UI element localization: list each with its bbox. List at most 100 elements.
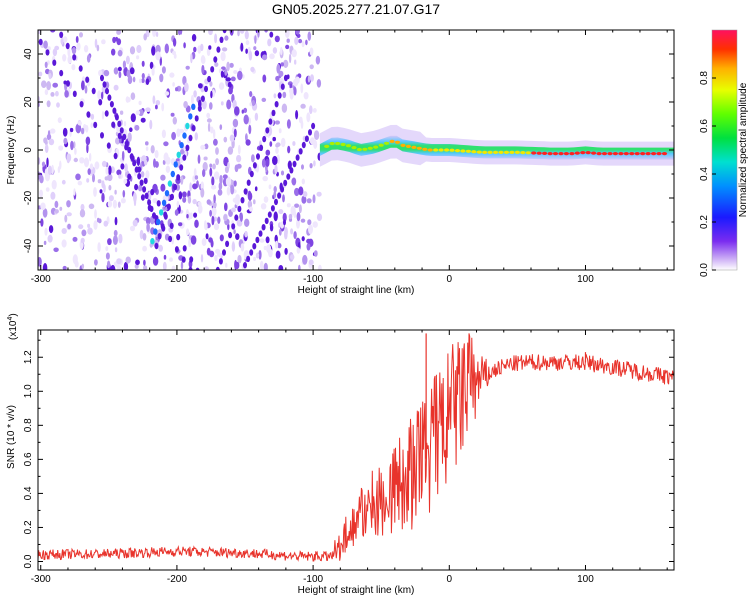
- noise-blob: [245, 48, 248, 54]
- noise-blob: [174, 209, 179, 216]
- noise-blob: [71, 47, 77, 55]
- noise-blob: [81, 263, 85, 269]
- noise-blob: [210, 185, 217, 190]
- snr-x-tick-label: -300: [31, 574, 51, 585]
- noise-blob: [244, 218, 250, 227]
- noise-blob: [44, 89, 49, 96]
- noise-blob: [208, 30, 213, 36]
- streak-blob: [249, 249, 254, 256]
- noise-blob: [63, 137, 68, 145]
- noise-blob: [276, 63, 281, 74]
- noise-blob: [143, 33, 147, 41]
- ridge-blob: [150, 238, 155, 245]
- noise-blob: [107, 260, 111, 269]
- streak-blob: [144, 192, 149, 199]
- noise-blob: [86, 178, 90, 183]
- noise-blob: [98, 69, 103, 77]
- noise-blob: [223, 214, 228, 222]
- noise-blob: [83, 157, 90, 168]
- noise-blob: [162, 206, 166, 211]
- noise-blob: [231, 207, 236, 213]
- signal-hot-blob: [525, 151, 531, 155]
- noise-blob: [302, 191, 308, 198]
- noise-blob: [130, 113, 136, 123]
- streak-blob: [98, 99, 103, 106]
- noise-blob: [140, 117, 146, 123]
- noise-blob: [155, 44, 161, 55]
- noise-blob: [38, 257, 42, 267]
- noise-blob: [50, 191, 56, 200]
- noise-blob: [114, 230, 118, 236]
- spectrogram-y-tick-label: -40: [23, 238, 34, 253]
- streak-blob: [246, 255, 251, 263]
- noise-blob: [193, 168, 197, 178]
- noise-blob: [138, 184, 143, 192]
- spectrogram-x-tick-label: 100: [577, 274, 594, 285]
- noise-blob: [138, 109, 144, 117]
- signal-hot-blob: [661, 152, 668, 156]
- noise-blob: [164, 43, 169, 54]
- noise-blob: [97, 179, 102, 184]
- signal-hot-blob: [345, 144, 352, 148]
- noise-blob: [204, 222, 208, 231]
- snr-y-tick-label: 1.0: [23, 384, 34, 398]
- signal-hot-blob: [640, 152, 646, 156]
- noise-blob: [308, 259, 314, 266]
- noise-blob: [89, 152, 92, 162]
- noise-blob: [294, 203, 300, 208]
- noise-blob: [89, 163, 94, 170]
- signal-hot-blob: [563, 152, 570, 156]
- noise-blob: [250, 66, 255, 72]
- noise-blob: [245, 133, 248, 142]
- noise-blob: [233, 229, 236, 235]
- noise-blob: [186, 214, 189, 219]
- streak-blob: [65, 42, 70, 50]
- noise-blob: [54, 209, 59, 214]
- noise-blob: [234, 259, 238, 270]
- signal-hot-blob: [580, 151, 586, 155]
- signal-hot-blob: [531, 151, 537, 155]
- noise-blob: [278, 128, 282, 134]
- signal-hot-blob: [651, 152, 657, 156]
- noise-blob: [239, 212, 243, 222]
- noise-blob: [190, 94, 194, 105]
- streak-blob: [179, 164, 184, 171]
- noise-blob: [213, 223, 220, 231]
- signal-hot-blob: [422, 147, 428, 151]
- noise-blob: [209, 163, 213, 168]
- noise-blob: [214, 62, 219, 67]
- noise-blob: [105, 166, 109, 175]
- noise-blob: [104, 176, 109, 181]
- noise-blob: [243, 114, 249, 125]
- noise-blob: [77, 121, 82, 126]
- noise-blob: [254, 112, 259, 121]
- noise-blob: [189, 182, 192, 192]
- noise-blob: [132, 219, 138, 227]
- noise-blob: [309, 64, 314, 70]
- noise-blob: [201, 64, 205, 75]
- noise-blob: [278, 209, 284, 215]
- noise-blob: [213, 129, 216, 140]
- noise-blob: [284, 226, 288, 237]
- noise-blob: [197, 154, 201, 164]
- noise-blob: [160, 174, 166, 181]
- noise-blob: [180, 261, 184, 270]
- noise-blob: [206, 247, 211, 256]
- noise-blob: [306, 238, 312, 244]
- noise-blob: [211, 176, 215, 186]
- noise-blob: [62, 265, 67, 270]
- noise-blob: [41, 161, 46, 167]
- noise-blob: [274, 120, 280, 125]
- noise-blob: [261, 97, 267, 102]
- noise-blob: [159, 56, 162, 66]
- noise-blob: [282, 194, 285, 203]
- noise-blob: [208, 45, 212, 50]
- streak-blob: [255, 236, 260, 244]
- noise-blob: [121, 150, 125, 161]
- noise-blob: [67, 55, 72, 64]
- noise-blob: [213, 194, 216, 204]
- noise-blob: [105, 246, 109, 252]
- noise-blob: [145, 170, 150, 179]
- streak-blob: [271, 109, 276, 117]
- streak-blob: [117, 132, 122, 140]
